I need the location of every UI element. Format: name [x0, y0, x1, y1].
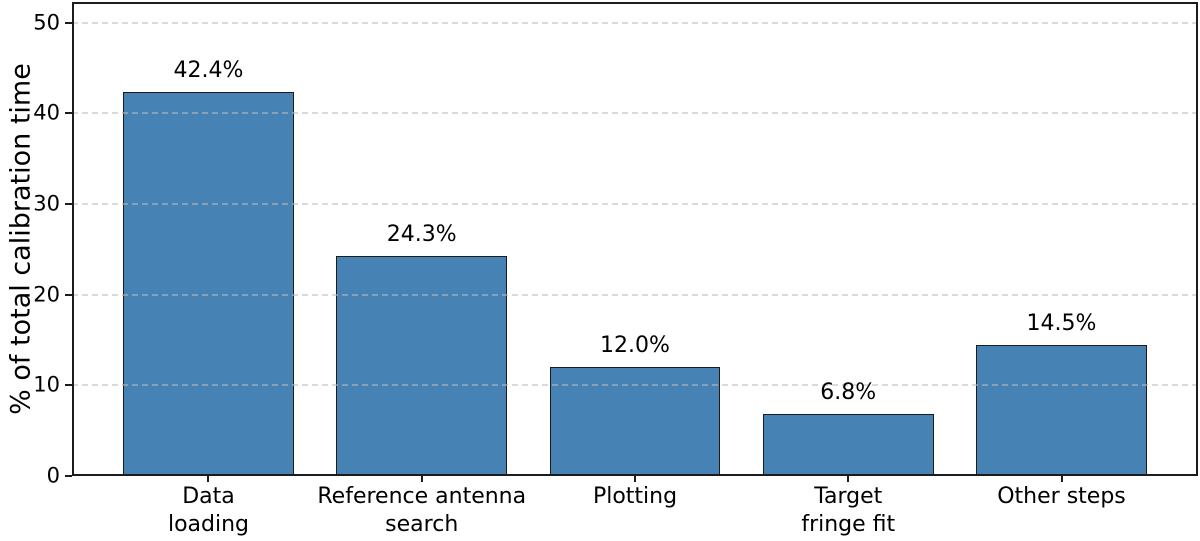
- y-tick: [65, 384, 72, 387]
- y-tick-label: 30: [33, 191, 60, 216]
- bar-value-label: 12.0%: [600, 333, 670, 359]
- y-tick-label: 10: [33, 372, 60, 397]
- x-tick: [420, 476, 423, 482]
- x-tick: [207, 476, 210, 482]
- plot-area: 42.4% 24.3% 12.0% 6.8% 14.5%: [72, 2, 1198, 476]
- gridline: [72, 203, 1198, 206]
- bar: [123, 91, 294, 476]
- y-tick-label: 20: [33, 282, 60, 307]
- x-tick-label: Data loading: [167, 484, 250, 537]
- bar-value-label: 6.8%: [820, 380, 877, 406]
- x-tick-label: Target fringe fit: [801, 484, 896, 537]
- gridline: [72, 112, 1198, 115]
- y-tick-label: 50: [33, 10, 60, 35]
- x-tick: [847, 476, 850, 482]
- bar: [336, 255, 508, 476]
- x-tick: [634, 476, 636, 482]
- bar: [976, 344, 1147, 476]
- bar: [762, 414, 934, 476]
- x-tick-label: Reference antenna search: [317, 484, 527, 537]
- y-tick: [65, 112, 72, 115]
- y-tick: [65, 203, 72, 206]
- y-tick: [65, 293, 72, 296]
- gridline: [72, 293, 1198, 296]
- y-tick: [65, 21, 72, 24]
- gridline: [72, 384, 1198, 387]
- y-tick: [65, 475, 72, 477]
- x-tick-label: Other steps: [997, 484, 1126, 509]
- x-tick: [1060, 476, 1063, 482]
- bar-value-label: 14.5%: [1026, 310, 1097, 336]
- y-tick-label: 0: [46, 463, 60, 488]
- bar-value-label: 24.3%: [386, 221, 457, 247]
- x-tick-label: Plotting: [592, 484, 678, 509]
- y-tick-label: 40: [33, 100, 60, 125]
- bar-value-label: 42.4%: [173, 57, 244, 83]
- gridline: [72, 21, 1198, 24]
